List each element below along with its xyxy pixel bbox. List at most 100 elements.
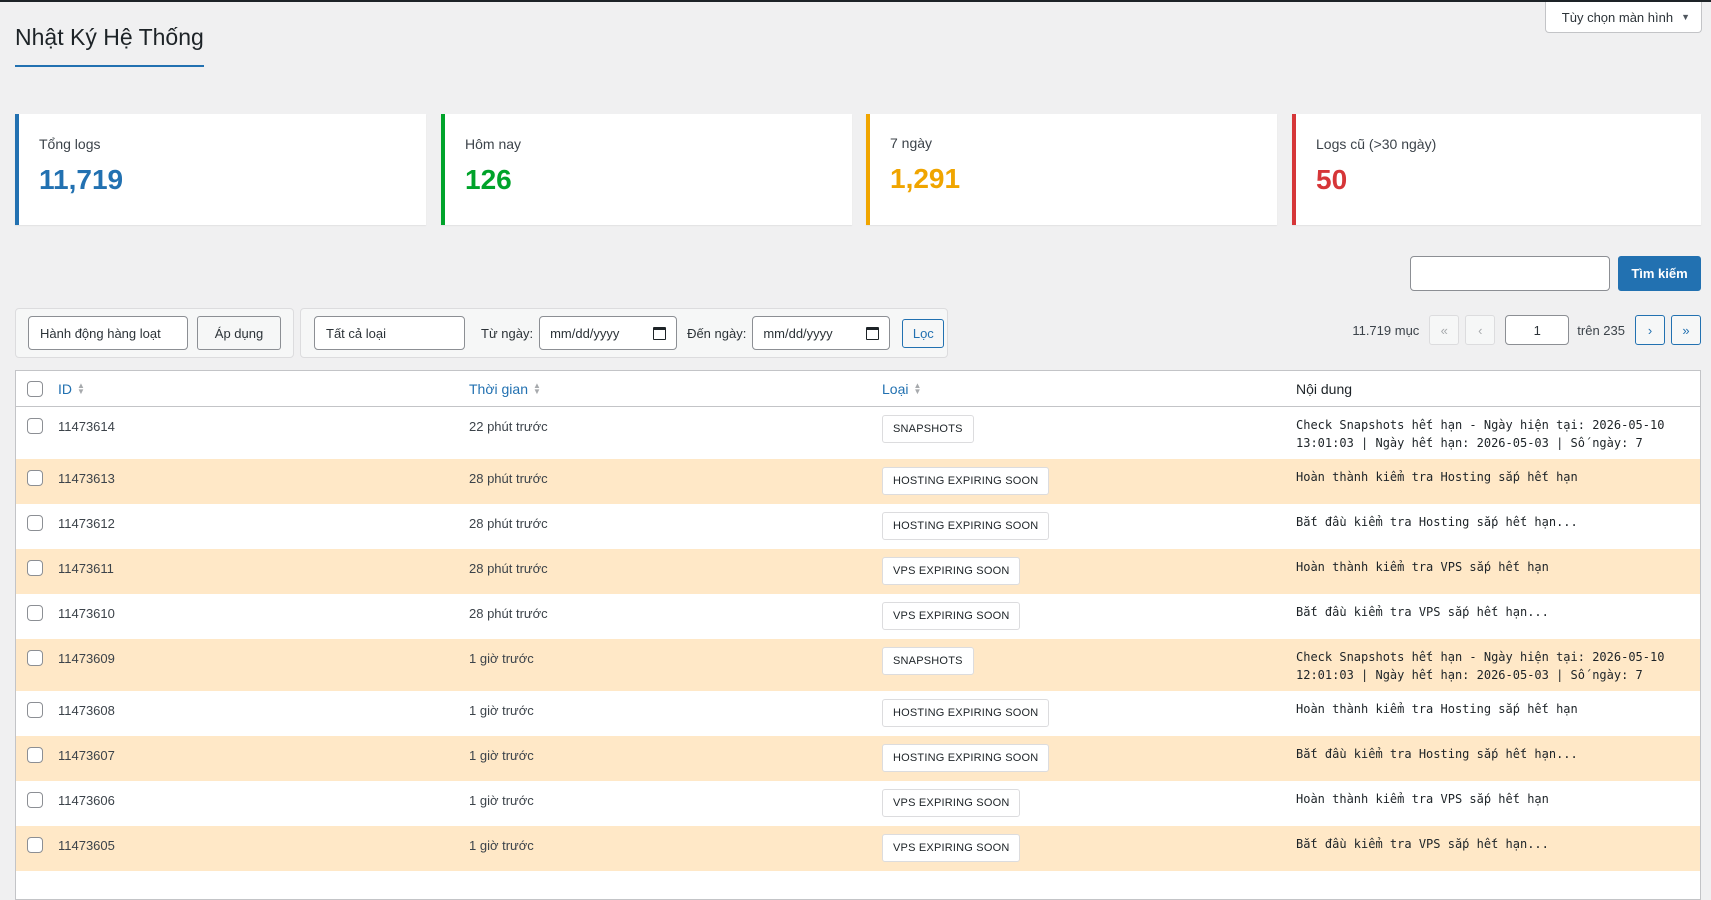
total-items: 11.719 mục — [1352, 322, 1420, 338]
stat-value: 126 — [465, 164, 512, 195]
table-row: 11473609 1 giờ trước SNAPSHOTS Check Sna… — [16, 639, 1700, 691]
type-badge: HOSTING EXPIRING SOON — [882, 744, 1050, 772]
caret-down-icon: ▼ — [1681, 12, 1690, 22]
row-content: Check Snapshots hết hạn - Ngày hiện tại:… — [1296, 418, 1665, 450]
filter-button[interactable]: Lọc — [902, 318, 945, 348]
row-checkbox[interactable] — [27, 515, 43, 531]
search-button[interactable]: Tìm kiếm — [1618, 256, 1701, 291]
next-page-button[interactable]: › — [1635, 315, 1665, 345]
stat-value: 1,291 — [890, 163, 961, 194]
table-row: 11473610 28 phút trước VPS EXPIRING SOON… — [16, 594, 1700, 639]
type-badge: HOSTING EXPIRING SOON — [882, 699, 1050, 727]
screen-options-button[interactable]: Tùy chọn màn hình ▼ — [1544, 2, 1702, 33]
search-input[interactable] — [1410, 256, 1610, 291]
row-content: Hoàn thành kiểm tra VPS sắp hết hạn — [1296, 792, 1549, 806]
first-page-button[interactable]: « — [1429, 315, 1460, 345]
type-badge: VPS EXPIRING SOON — [882, 834, 1021, 862]
row-content: Hoàn thành kiểm tra VPS sắp hết hạn — [1296, 560, 1549, 574]
bulk-action-select[interactable]: Hành động hàng loạt — [28, 316, 188, 350]
row-checkbox[interactable] — [27, 605, 43, 621]
stat-label: Hôm nay — [465, 136, 522, 152]
row-time: 1 giờ trước — [469, 793, 534, 808]
sort-icon: ▲ ▼ — [77, 380, 85, 396]
row-id: 11473612 — [58, 516, 115, 531]
stat-value: 11,719 — [39, 164, 124, 195]
row-checkbox[interactable] — [27, 650, 43, 666]
stat-card-7days: 7 ngày 1,291 — [866, 114, 1277, 225]
row-id: 11473611 — [58, 561, 114, 576]
from-date-value: mm/dd/yyyy — [550, 325, 620, 341]
row-content: Bắt đầu kiểm tra Hosting sắp hết hạn... — [1296, 747, 1578, 761]
table-row: 11473606 1 giờ trước VPS EXPIRING SOON H… — [16, 781, 1700, 826]
type-filter-select[interactable]: Tất cả loại — [314, 316, 465, 350]
row-id: 11473613 — [58, 471, 115, 486]
row-checkbox[interactable] — [27, 560, 43, 576]
screen-options-label: Tùy chọn màn hình — [1561, 9, 1674, 25]
header-id-label: ID — [58, 380, 72, 397]
row-content: Bắt đầu kiểm tra Hosting sắp hết hạn... — [1296, 515, 1578, 529]
type-badge: HOSTING EXPIRING SOON — [882, 467, 1050, 495]
from-date-label: Từ ngày: — [481, 325, 534, 341]
apply-button[interactable]: Áp dụng — [197, 316, 281, 350]
from-date-input[interactable]: mm/dd/yyyy — [539, 316, 678, 350]
prev-page-button[interactable]: ‹ — [1465, 315, 1496, 345]
table-row: 11473613 28 phút trước HOSTING EXPIRING … — [16, 459, 1700, 504]
header-content: Nội dung — [1296, 380, 1353, 397]
row-time: 28 phút trước — [469, 516, 548, 531]
calendar-icon[interactable] — [866, 326, 880, 340]
row-checkbox[interactable] — [27, 702, 43, 718]
row-id: 11473605 — [58, 838, 115, 853]
row-id: 11473606 — [58, 793, 115, 808]
type-badge: SNAPSHOTS — [882, 415, 974, 443]
stat-card-old: Logs cũ (>30 ngày) 50 — [1292, 114, 1701, 225]
log-table: ID ▲ ▼ Thời gian ▲ ▼ Loại ▲ ▼ Nội dung 1147… — [15, 370, 1701, 900]
current-page-input[interactable]: 1 — [1505, 315, 1570, 345]
sort-icon: ▲ ▼ — [533, 380, 541, 396]
row-content: Hoàn thành kiểm tra Hosting sắp hết hạn — [1296, 702, 1578, 716]
pagination: 11.719 mục « ‹ 1 trên 235 › » — [1352, 315, 1701, 345]
stat-value: 50 — [1316, 164, 1348, 195]
stat-label: Logs cũ (>30 ngày) — [1316, 136, 1437, 152]
type-badge: SNAPSHOTS — [882, 647, 974, 675]
header-time[interactable]: Thời gian ▲ ▼ — [467, 381, 880, 397]
last-page-button[interactable]: » — [1671, 315, 1701, 345]
calendar-icon[interactable] — [653, 326, 667, 340]
table-header: ID ▲ ▼ Thời gian ▲ ▼ Loại ▲ ▼ Nội dung — [16, 371, 1700, 407]
table-row: 11473612 28 phút trước HOSTING EXPIRING … — [16, 504, 1700, 549]
sort-icon: ▲ ▼ — [913, 380, 922, 396]
row-id: 11473607 — [58, 748, 115, 763]
row-content: Bắt đầu kiểm tra VPS sắp hết hạn... — [1296, 605, 1549, 619]
stat-label: Tổng logs — [39, 136, 101, 152]
bulk-actions-box: Hành động hàng loạt Áp dụng — [15, 308, 294, 358]
select-all-cell — [16, 380, 54, 397]
row-content: Check Snapshots hết hạn - Ngày hiện tại:… — [1296, 650, 1665, 682]
stat-card-today: Hôm nay 126 — [441, 114, 852, 225]
type-badge: VPS EXPIRING SOON — [882, 602, 1021, 630]
type-badge: VPS EXPIRING SOON — [882, 557, 1021, 585]
page-title: Nhật Ký Hệ Thống — [15, 24, 204, 67]
filter-box: Tất cả loại Từ ngày: mm/dd/yyyy Đến ngày… — [300, 308, 948, 358]
row-checkbox[interactable] — [27, 418, 43, 434]
row-id: 11473610 — [58, 606, 115, 621]
stat-card-total: Tổng logs 11,719 — [15, 114, 426, 225]
table-row: 11473614 22 phút trước SNAPSHOTS Check S… — [16, 407, 1700, 459]
row-checkbox[interactable] — [27, 792, 43, 808]
stat-label: 7 ngày — [890, 135, 933, 151]
header-id[interactable]: ID ▲ ▼ — [54, 381, 467, 397]
header-type[interactable]: Loại ▲ ▼ — [880, 381, 1293, 397]
table-row: 11473608 1 giờ trước HOSTING EXPIRING SO… — [16, 691, 1700, 736]
to-date-value: mm/dd/yyyy — [763, 325, 833, 341]
row-time: 28 phút trước — [469, 606, 548, 621]
to-date-label: Đến ngày: — [687, 325, 747, 341]
select-all-checkbox[interactable] — [27, 380, 43, 397]
table-row: 11473611 28 phút trước VPS EXPIRING SOON… — [16, 549, 1700, 594]
row-content: Bắt đầu kiểm tra VPS sắp hết hạn... — [1296, 837, 1549, 851]
row-checkbox[interactable] — [27, 837, 43, 853]
row-id: 11473609 — [58, 651, 115, 666]
row-checkbox[interactable] — [27, 747, 43, 763]
row-time: 22 phút trước — [469, 419, 548, 434]
to-date-input[interactable]: mm/dd/yyyy — [752, 316, 891, 350]
row-time: 28 phút trước — [469, 561, 548, 576]
page-count: trên 235 — [1577, 322, 1625, 338]
row-checkbox[interactable] — [27, 470, 43, 486]
